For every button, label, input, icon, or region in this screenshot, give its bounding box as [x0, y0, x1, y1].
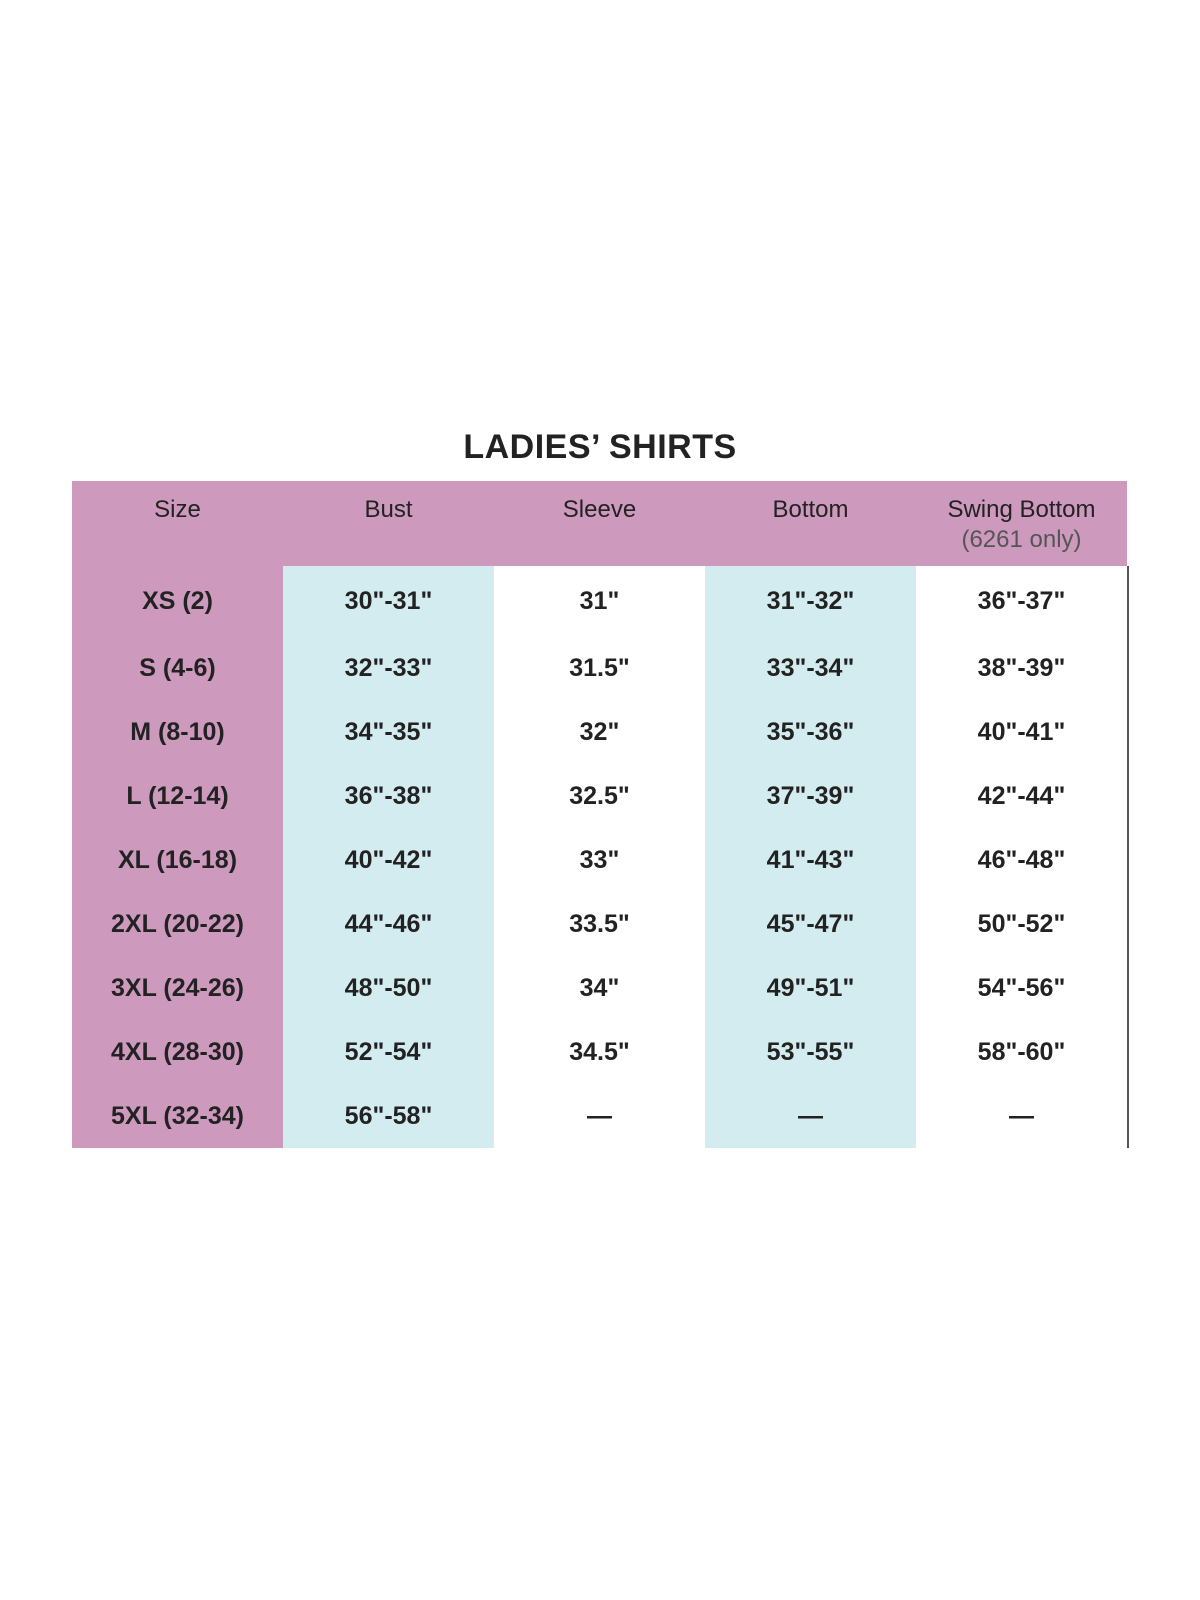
size-cell: 5XL (32-34) — [111, 1101, 244, 1130]
bottom-column: 31"-32" 33"-34" 35"-36" 37"-39" 41"-43" 45"-4… — [705, 566, 916, 1148]
size-cell: XS (2) — [142, 586, 213, 615]
size-cell: M (8-10) — [130, 717, 225, 746]
bottom-cell: 49"-51" — [766, 973, 855, 1002]
sleeve-cell: 32" — [579, 717, 620, 746]
header-swing-note: (6261 only) — [961, 526, 1082, 553]
bust-cell: 56"-58" — [344, 1101, 433, 1130]
size-cell: XL (16-18) — [117, 845, 238, 874]
sleeve-cell: 33.5" — [569, 909, 630, 938]
bust-column: 30"-31" 32"-33" 34"-35" 36"-38" 40"-42" 44"-4… — [283, 566, 494, 1148]
size-cell: L (12-14) — [126, 781, 229, 810]
swing-cell: 50"-52" — [977, 909, 1066, 938]
swing-cell: — — [1009, 1101, 1034, 1130]
swing-bottom-column: 36"-37" 38"-39" 40"-41" 42"-44" 46"-48" 50"-5… — [916, 566, 1127, 1148]
bottom-cell: 31"-32" — [766, 586, 855, 615]
swing-cell: 42"-44" — [977, 781, 1066, 810]
bust-cell: 48"-50" — [344, 973, 433, 1002]
swing-cell: 38"-39" — [977, 653, 1066, 682]
bottom-cell: 35"-36" — [766, 717, 855, 746]
bottom-cell: 37"-39" — [766, 781, 855, 810]
bottom-cell: 41"-43" — [766, 845, 855, 874]
bust-cell: 44"-46" — [344, 909, 433, 938]
sleeve-cell: 34.5" — [569, 1037, 630, 1066]
bust-cell: 32"-33" — [344, 653, 433, 682]
sleeve-cell: 32.5" — [569, 781, 630, 810]
header-bust: Bust — [364, 496, 413, 523]
sleeve-cell: — — [587, 1101, 612, 1130]
sleeve-cell: 33" — [579, 845, 620, 874]
sleeve-column: 31" 31.5" 32" 32.5" 33" 33.5" 34" 34.5" — — [494, 566, 705, 1148]
header-bottom: Bottom — [772, 496, 849, 523]
sleeve-cell: 31.5" — [569, 653, 630, 682]
swing-cell: 46"-48" — [977, 845, 1066, 874]
header-size: Size — [154, 496, 201, 523]
chart-title: LADIES’ SHIRTS — [463, 428, 737, 466]
swing-cell: 36"-37" — [977, 586, 1066, 615]
size-table: Size Bust Sleeve Bottom Swing Bottom (62… — [72, 481, 1129, 1148]
swing-cell: 40"-41" — [977, 717, 1066, 746]
swing-cell: 54"-56" — [977, 973, 1066, 1002]
header-swing-bottom: Swing Bottom (6261 only) — [916, 481, 1127, 566]
table-right-border — [1127, 566, 1129, 1148]
bottom-cell: — — [798, 1101, 823, 1130]
size-cell: 3XL (24-26) — [111, 973, 244, 1002]
size-column: XS (2) S (4-6) M (8-10) L (12-14) XL (16-18)… — [72, 566, 283, 1148]
size-cell: S (4-6) — [139, 653, 216, 682]
size-cell: 2XL (20-22) — [111, 909, 244, 938]
bust-cell: 34"-35" — [344, 717, 433, 746]
bust-cell: 30"-31" — [344, 586, 433, 615]
bust-cell: 36"-38" — [344, 781, 433, 810]
table-body: XS (2) S (4-6) M (8-10) L (12-14) XL (16-18)… — [72, 566, 1129, 1148]
bust-cell: 40"-42" — [344, 845, 433, 874]
size-cell: 4XL (28-30) — [111, 1037, 244, 1066]
sleeve-cell: 31" — [579, 586, 620, 615]
sleeve-cell: 34" — [579, 973, 620, 1002]
header-sleeve: Sleeve — [562, 496, 637, 523]
bust-cell: 52"-54" — [344, 1037, 433, 1066]
header-swing-bottom-label: Swing Bottom — [947, 496, 1096, 523]
bottom-cell: 33"-34" — [766, 653, 855, 682]
bottom-cell: 45"-47" — [766, 909, 855, 938]
table-header: Size Bust Sleeve Bottom Swing Bottom (62… — [72, 481, 1127, 566]
swing-cell: 58"-60" — [977, 1037, 1066, 1066]
bottom-cell: 53"-55" — [766, 1037, 855, 1066]
